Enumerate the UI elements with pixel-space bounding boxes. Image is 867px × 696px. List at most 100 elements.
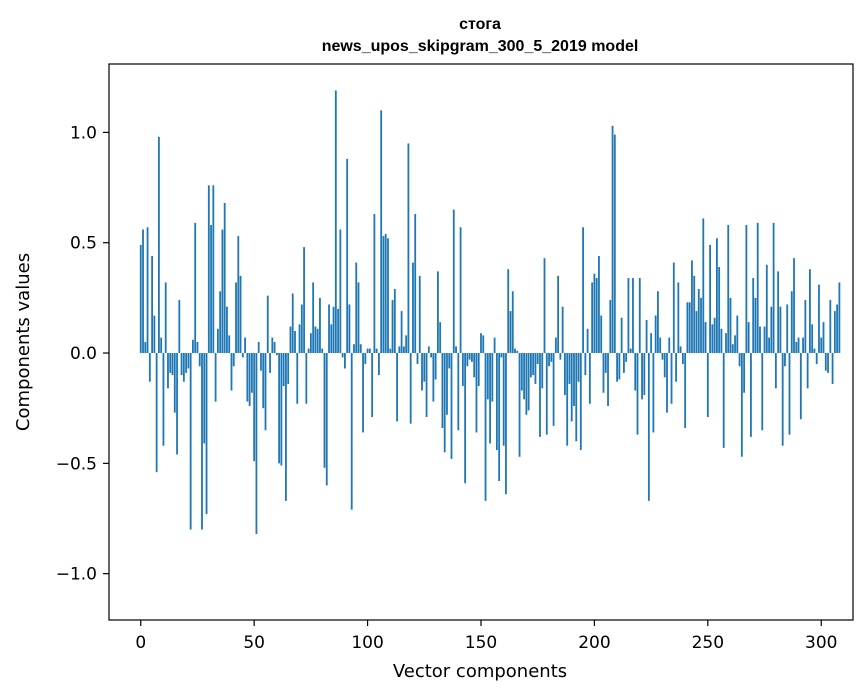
- bar: [214, 353, 217, 402]
- bar: [681, 353, 684, 365]
- bar: [629, 348, 632, 354]
- bar: [530, 353, 532, 378]
- bar: [495, 353, 498, 451]
- bar: [221, 229, 224, 354]
- bar: [593, 273, 596, 354]
- bar: [795, 342, 798, 354]
- bar: [482, 335, 485, 354]
- bar: [212, 185, 215, 354]
- bar: [836, 304, 839, 354]
- bar: [273, 342, 276, 354]
- bar: [768, 337, 770, 354]
- bar: [239, 275, 242, 354]
- bar: [693, 275, 696, 354]
- bar: [189, 353, 192, 530]
- bar: [232, 353, 235, 367]
- bar: [244, 337, 246, 354]
- bar: [806, 353, 809, 389]
- bar: [532, 353, 535, 376]
- bar: [201, 353, 203, 530]
- bar: [616, 353, 618, 382]
- bar: [772, 222, 775, 354]
- bar: [194, 222, 197, 354]
- x-axis-ticks: 0 50 100 150 200 250 300: [135, 620, 837, 653]
- bar: [235, 282, 237, 354]
- bar: [604, 353, 607, 373]
- bar: [210, 225, 212, 354]
- bar: [804, 300, 807, 354]
- bar: [269, 353, 271, 373]
- bar: [443, 353, 446, 453]
- bar: [153, 315, 156, 354]
- bar: [230, 353, 233, 391]
- bar: [264, 353, 267, 431]
- bars-group: [139, 90, 841, 534]
- bar: [679, 346, 682, 354]
- bar: [416, 353, 419, 365]
- bar: [185, 353, 188, 373]
- bar: [716, 238, 718, 354]
- bar: [500, 353, 503, 358]
- bar: [432, 353, 435, 402]
- bar: [738, 353, 741, 367]
- bar: [164, 282, 167, 354]
- bar: [464, 353, 467, 484]
- y-tick-label: −0.5: [56, 454, 97, 474]
- bar: [661, 353, 664, 360]
- bar: [253, 353, 256, 462]
- bar: [484, 353, 487, 501]
- bar: [389, 348, 392, 354]
- bar: [441, 353, 444, 429]
- bar: [142, 229, 144, 354]
- bar: [550, 353, 553, 362]
- bar: [620, 317, 623, 354]
- bar: [452, 209, 455, 354]
- y-tick-label: 0.5: [70, 234, 97, 254]
- bar: [539, 353, 541, 437]
- bar: [319, 297, 321, 354]
- bar: [523, 353, 525, 400]
- bar: [339, 229, 342, 354]
- bar: [350, 353, 353, 510]
- bar: [475, 353, 478, 433]
- bar: [752, 278, 755, 354]
- bar: [709, 244, 711, 354]
- bar: [309, 333, 312, 354]
- bar: [216, 328, 219, 354]
- y-axis-label: Components values: [13, 253, 34, 431]
- bar: [625, 353, 628, 362]
- bar: [623, 353, 625, 373]
- bar: [255, 353, 258, 534]
- y-axis-ticks: −1.0 −0.5 0.0 0.5 1.0: [56, 123, 109, 585]
- bar: [446, 353, 448, 415]
- bar: [602, 353, 605, 393]
- bar: [205, 353, 208, 515]
- bar: [289, 326, 292, 354]
- bar: [657, 291, 659, 354]
- bar: [740, 353, 743, 457]
- bar: [595, 278, 598, 354]
- bar: [745, 225, 748, 354]
- bar: [686, 302, 689, 354]
- bar: [296, 353, 299, 404]
- bar: [561, 306, 564, 354]
- bar: [160, 337, 163, 354]
- bar: [763, 326, 766, 354]
- bar: [325, 353, 328, 486]
- bar: [627, 278, 630, 354]
- bar: [328, 304, 330, 354]
- bar: [527, 353, 530, 411]
- bar: [516, 350, 519, 354]
- bar: [282, 353, 285, 387]
- bar: [316, 328, 319, 354]
- bar: [486, 353, 489, 400]
- bar: [534, 353, 537, 384]
- bar: [362, 353, 364, 433]
- bar: [176, 353, 178, 455]
- bar: [430, 353, 432, 358]
- x-tick-label: 200: [578, 633, 610, 653]
- bar: [158, 136, 160, 354]
- bar: [677, 282, 680, 354]
- bar: [688, 302, 691, 354]
- chart-subtitle: news_upos_skipgram_300_5_2019 model: [322, 38, 639, 55]
